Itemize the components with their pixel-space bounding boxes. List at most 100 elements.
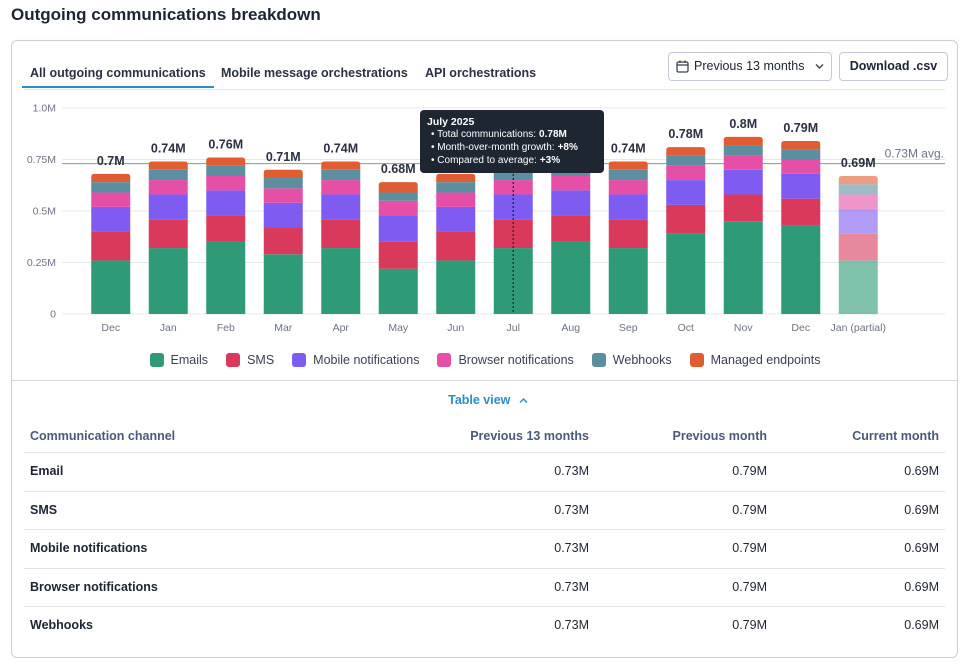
legend-swatch xyxy=(292,353,307,367)
legend-swatch xyxy=(226,353,241,367)
average-label: 0.73M avg. xyxy=(885,147,944,161)
date-range-text: Previous 13 months xyxy=(694,59,805,73)
table-cell: 0.69M xyxy=(904,579,939,594)
bar-segment xyxy=(781,198,821,226)
bar-segment xyxy=(551,175,591,191)
legend-item[interactable]: Managed endpoints xyxy=(689,353,821,367)
bar-stack xyxy=(148,161,188,314)
bar-segment xyxy=(148,180,188,195)
bar-segment xyxy=(608,248,648,314)
bar-stack xyxy=(206,157,246,314)
table-toggle[interactable]: Table view xyxy=(0,393,976,407)
bar-segment xyxy=(148,219,188,249)
bar-stack xyxy=(781,140,821,314)
table-header: Communication channel xyxy=(30,429,176,443)
total-label: 0.74M xyxy=(323,142,358,156)
total-label: 0.69M xyxy=(841,156,876,170)
bar-segment xyxy=(608,180,648,195)
total-label: 0.79M xyxy=(783,121,818,135)
tooltip: July 2025 • Total communications: 0.78M • M… xyxy=(420,110,604,173)
bar-segment xyxy=(321,248,361,314)
bar-segment xyxy=(378,215,418,242)
legend-label: Browser notifications xyxy=(458,353,574,367)
bar-segment xyxy=(666,165,706,181)
legend-label: Emails xyxy=(170,353,209,367)
legend-item[interactable]: SMS xyxy=(226,353,274,367)
bar-segment xyxy=(666,204,706,234)
bar-segment xyxy=(206,157,246,166)
bar-stack xyxy=(551,157,591,314)
y-tick-label: 1.0M xyxy=(33,103,56,115)
tab[interactable]: API orchestrations xyxy=(425,66,537,80)
bar-segment xyxy=(608,219,648,249)
table-cell: 0.79M xyxy=(732,541,767,555)
table-cell: Browser notifications xyxy=(30,579,158,594)
legend-swatch xyxy=(437,353,452,367)
tooltip-item-value: +8% xyxy=(557,142,578,153)
date-range-dropdown[interactable]: Previous 13 months xyxy=(668,52,832,81)
calendar-icon xyxy=(676,60,689,73)
bar-segment xyxy=(206,175,246,191)
bar-segment xyxy=(723,155,763,170)
total-label: 0.8M xyxy=(729,117,757,131)
bar-stack xyxy=(378,182,418,314)
y-tick-label: 0.25M xyxy=(27,257,56,269)
row-divider xyxy=(24,606,945,607)
table-cell: 0.73M xyxy=(554,579,589,594)
table-header: Previous 13 months xyxy=(470,429,589,443)
bar-segment xyxy=(436,173,476,183)
bar-segment xyxy=(781,140,821,150)
tooltip-item-label: Compared to average: xyxy=(437,155,537,166)
bar-segment xyxy=(838,184,878,195)
bar-segment xyxy=(838,194,878,209)
card xyxy=(11,40,958,658)
tooltip-item: • Compared to average: +3% xyxy=(431,155,561,166)
bar-segment xyxy=(551,241,591,314)
bar-stack xyxy=(263,169,303,314)
bar-segment xyxy=(436,206,476,232)
tooltip-item-label: Month-over-month growth: xyxy=(437,142,555,153)
legend-label: Mobile notifications xyxy=(313,353,420,367)
bar-segment xyxy=(551,215,591,242)
download-button[interactable]: Download .csv xyxy=(839,52,948,81)
legend-item[interactable]: Mobile notifications xyxy=(292,353,419,367)
bar-segment xyxy=(781,173,821,199)
bar-segment xyxy=(148,169,188,181)
bar-segment xyxy=(91,182,131,193)
legend-label: Managed endpoints xyxy=(710,353,821,367)
tab[interactable]: All outgoing communications xyxy=(22,66,214,88)
bar-segment xyxy=(781,159,821,174)
x-tick-label: Jan (partial) xyxy=(830,322,886,334)
bar-segment xyxy=(263,254,303,314)
row-divider xyxy=(24,567,945,569)
bar-segment xyxy=(91,173,131,183)
tab[interactable]: Mobile message orchestrations xyxy=(221,66,408,80)
tooltip-item: • Total communications: 0.78M xyxy=(431,129,567,140)
legend: Emails SMS Mobile notifications Browser not… xyxy=(20,353,950,367)
bar-stack xyxy=(723,136,763,314)
total-label: 0.74M xyxy=(611,142,646,156)
bar-segment xyxy=(91,206,131,232)
bar-stack xyxy=(321,161,361,314)
row-divider xyxy=(24,490,945,492)
table-cell: 0.69M xyxy=(904,502,939,517)
bar-segment xyxy=(321,180,361,195)
bar-segment xyxy=(666,155,706,166)
bar-segment xyxy=(321,219,361,249)
bar-segment xyxy=(263,227,303,255)
bar-segment xyxy=(666,233,706,314)
tooltip-item-label: Total communications: xyxy=(437,129,537,140)
legend-label: SMS xyxy=(247,353,275,367)
total-label: 0.71M xyxy=(266,150,301,164)
legend-item[interactable]: Webhooks xyxy=(591,353,672,367)
bar-stack xyxy=(91,173,131,314)
bar-segment xyxy=(378,182,418,193)
legend-item[interactable]: Emails xyxy=(149,353,209,367)
page-title: Outgoing communications breakdown xyxy=(11,5,321,24)
legend-item[interactable]: Browser notifications xyxy=(437,353,574,367)
bar-segment xyxy=(263,188,303,203)
total-label: 0.78M xyxy=(668,127,703,141)
bar-stack xyxy=(608,161,648,314)
bar-segment xyxy=(436,231,476,261)
bar-segment xyxy=(148,161,188,170)
